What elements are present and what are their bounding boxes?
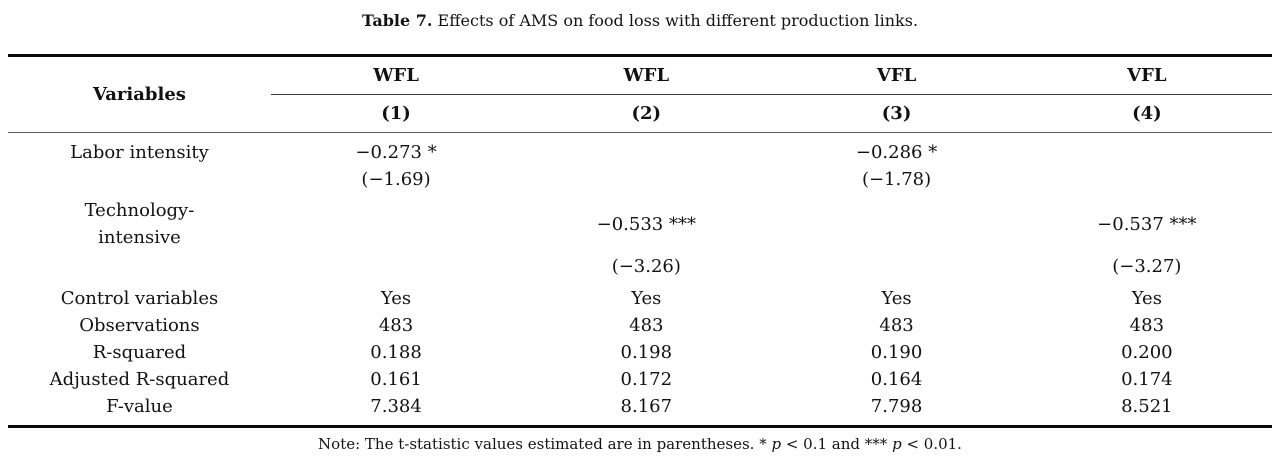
value-cell: 483 — [629, 315, 664, 336]
value-cell: 7.384 — [370, 396, 422, 417]
tstat-cell — [771, 253, 1021, 285]
variable-label-cell: R-squared — [92, 342, 187, 363]
tstat-cell — [521, 166, 771, 195]
value-cell — [771, 195, 1021, 253]
variable-label-cell — [8, 253, 271, 285]
tstat-cell — [1022, 166, 1272, 195]
table-header: Variables WFL WFL VFL VFL (1) (2) (3) (4… — [8, 55, 1272, 133]
column-header-model-4: (4) — [1021, 94, 1272, 133]
value-cell: Yes — [631, 288, 662, 309]
note-text: Note: The t-statistic values estimated a… — [318, 435, 772, 453]
table-row-observations: Observations 483 483 483 483 — [8, 312, 1272, 339]
value-cell — [271, 195, 521, 253]
tstat-cell: (−3.26) — [611, 256, 681, 277]
value-cell: −0.273 * — [355, 142, 437, 163]
column-header-model-3: (3) — [771, 94, 1022, 133]
header-row-model-numbers: (1) (2) (3) (4) — [8, 94, 1272, 133]
value-cell: 0.164 — [870, 369, 923, 390]
column-header-vfl-4: VFL — [1021, 55, 1272, 95]
value-cell: −0.537 *** — [1097, 213, 1197, 235]
column-header-wfl-2: WFL — [521, 55, 772, 95]
variable-label-cell: Technology- intensive — [84, 200, 195, 248]
table-row-control-variables: Control variables Yes Yes Yes Yes — [8, 285, 1272, 312]
value-cell: 0.172 — [620, 369, 673, 390]
column-header-variables: Variables — [8, 55, 271, 133]
value-cell: Yes — [380, 288, 412, 309]
value-cell: 0.174 — [1121, 369, 1173, 390]
variable-label-cell: Control variables — [60, 288, 219, 309]
column-header-vfl-3: VFL — [771, 55, 1022, 95]
column-header-model-1: (1) — [270, 94, 522, 133]
table-body: Labor intensity −0.273 * −0.286 * (−1.69… — [8, 133, 1272, 427]
note-text: < 0.1 and *** — [781, 435, 893, 453]
table-row-technology-tstat: (−3.26) (−3.27) — [8, 253, 1272, 285]
value-cell — [521, 133, 771, 167]
tstat-cell — [271, 253, 521, 285]
table-row-adjusted-r-squared: Adjusted R-squared 0.161 0.172 0.164 0.1… — [8, 366, 1272, 393]
table-caption: Table 7. Effects of AMS on food loss wit… — [8, 10, 1272, 32]
value-cell — [1022, 133, 1272, 167]
value-cell: 483 — [879, 315, 914, 336]
value-cell: 0.200 — [1121, 342, 1173, 363]
tstat-cell: (−3.27) — [1112, 256, 1182, 277]
variable-label-cell: Observations — [79, 315, 200, 336]
table-row-technology-intensive: Technology- intensive −0.533 *** −0.537 … — [8, 195, 1272, 253]
value-cell: 0.198 — [620, 342, 673, 363]
variable-label-cell: F-value — [106, 396, 173, 417]
value-cell: 0.190 — [870, 342, 923, 363]
table-note: Note: The t-statistic values estimated a… — [8, 434, 1272, 454]
variable-label-cell: Adjusted R-squared — [49, 369, 230, 390]
table-row-labor-intensity: Labor intensity −0.273 * −0.286 * — [8, 133, 1272, 167]
value-cell: Yes — [1131, 288, 1162, 309]
table-caption-label: Table 7. — [361, 11, 433, 30]
note-text: < 0.01. — [901, 435, 962, 453]
value-cell: 7.798 — [870, 396, 923, 417]
column-header-wfl-1: WFL — [270, 55, 522, 95]
table-caption-text: Effects of AMS on food loss with differe… — [432, 11, 919, 30]
value-cell: 0.188 — [370, 342, 422, 363]
tstat-cell: (−1.69) — [361, 169, 431, 190]
value-cell: Yes — [881, 288, 912, 309]
results-table: Variables WFL WFL VFL VFL (1) (2) (3) (4… — [8, 54, 1272, 428]
column-header-model-2: (2) — [521, 94, 772, 133]
value-cell: 483 — [378, 315, 414, 336]
value-cell: 483 — [1129, 315, 1165, 336]
tstat-cell: (−1.78) — [861, 169, 932, 190]
value-cell: 8.167 — [620, 396, 673, 417]
header-row-models: Variables WFL WFL VFL VFL — [8, 55, 1272, 133]
note-p-italic: p — [892, 435, 902, 453]
value-cell: 8.521 — [1121, 396, 1173, 417]
table-row-labor-tstat: (−1.69) (−1.78) — [8, 166, 1272, 195]
table-row-r-squared: R-squared 0.188 0.198 0.190 0.200 — [8, 339, 1272, 366]
value-cell: −0.533 *** — [596, 213, 696, 235]
note-p-italic: p — [771, 435, 782, 453]
value-cell: 0.161 — [370, 369, 422, 390]
variable-label-cell — [8, 166, 271, 195]
table-row-f-value: F-value 7.384 8.167 7.798 8.521 — [8, 393, 1272, 427]
value-cell: −0.286 * — [855, 142, 938, 163]
variable-label-cell: Labor intensity — [70, 142, 209, 163]
